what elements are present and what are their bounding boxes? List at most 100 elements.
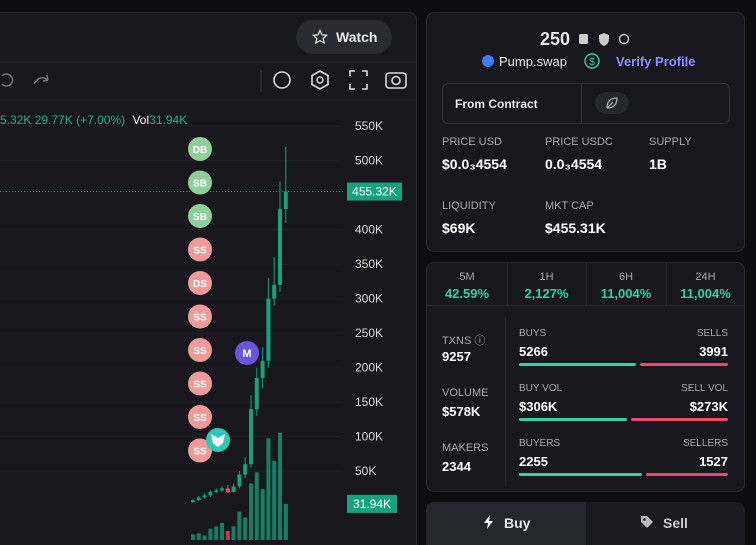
- candle-body: [191, 500, 195, 503]
- stat-value: 1B: [649, 156, 667, 172]
- verify-link[interactable]: Verify Profile: [616, 54, 696, 69]
- stat-label: SUPPLY: [649, 136, 692, 148]
- redo-icon[interactable]: [33, 74, 49, 85]
- period-value[interactable]: 42.59%: [444, 286, 490, 301]
- volume-bar: [278, 432, 282, 540]
- trade-marker-label: SS: [193, 380, 207, 391]
- trade-marker-label: SS: [193, 413, 207, 424]
- period-value[interactable]: 11,004%: [600, 286, 652, 301]
- volume-bar: [283, 503, 288, 540]
- stat-value: $455.31K: [545, 220, 606, 236]
- candle-body: [202, 495, 207, 498]
- volume-bar: [260, 489, 265, 540]
- volume-bar: [202, 535, 207, 540]
- trade-marker: [188, 137, 212, 161]
- star-icon: [312, 29, 328, 45]
- volume-bar: [266, 438, 271, 540]
- info-icon[interactable]: ⓘ: [471, 335, 486, 347]
- period-label[interactable]: 24H: [695, 271, 716, 283]
- chart: 550K 500K 400K 350K 300K 250K 200K 150K 100K 50K 4…: [0, 61, 416, 540]
- volume-bar: [214, 526, 219, 540]
- draw-icon[interactable]: [273, 71, 291, 89]
- sell-label: Sell: [663, 515, 688, 531]
- buy-label: BUYS: [519, 328, 547, 339]
- contract-box: From Contract: [442, 83, 730, 124]
- trade-marker-label: DB: [193, 145, 207, 156]
- stat-label: PRICE USDC: [545, 136, 613, 148]
- y-tick-label: 500K: [355, 154, 383, 168]
- stat-value: 0.0₃4554: [545, 156, 603, 172]
- candle-body: [272, 284, 277, 299]
- dev-marker: [235, 341, 259, 365]
- candle-body: [208, 491, 213, 496]
- watch-button[interactable]: Watch: [296, 20, 392, 54]
- candle-body: [214, 490, 219, 492]
- volume-bar: [249, 483, 253, 540]
- legend-change: (+7.00%): [76, 113, 126, 127]
- trade-marker: [188, 371, 212, 396]
- buy-tab[interactable]: Buy: [426, 502, 586, 545]
- trade-marker: [188, 237, 212, 262]
- y-tick-label: 150K: [355, 395, 383, 409]
- legend-vol-label: Vol: [132, 113, 150, 127]
- trade-marker-label: SS: [193, 246, 207, 257]
- sell-value: 1527: [699, 454, 728, 469]
- buy-value: 2255: [519, 454, 548, 469]
- activity-label: TXNS ⓘ: [442, 335, 486, 347]
- leaf-button[interactable]: [595, 92, 629, 114]
- activity-label: MAKERS: [442, 442, 489, 454]
- sell-value: 3991: [699, 344, 728, 359]
- fullscreen-icon[interactable]: [349, 70, 368, 90]
- buy-ratio-bar: [519, 473, 642, 476]
- volume-bar: [231, 526, 236, 540]
- dex-icon: [482, 55, 494, 67]
- y-tick-label: 200K: [355, 361, 383, 375]
- y-tick-label: 50K: [355, 464, 376, 478]
- activity-value: 2344: [442, 459, 471, 474]
- y-tick-label: 550K: [355, 119, 383, 133]
- period-label[interactable]: 1H: [539, 271, 554, 283]
- volume-bar: [272, 460, 277, 540]
- trade-marker-label: SB: [193, 179, 207, 190]
- period-value[interactable]: 2,127%: [524, 286, 569, 301]
- dex-name[interactable]: Pump.swap: [499, 54, 567, 69]
- buy-label: BUYERS: [519, 438, 561, 449]
- volume-bar: [208, 528, 213, 540]
- sell-label: SELLS: [696, 328, 728, 339]
- sell-label: SELLERS: [682, 438, 728, 449]
- indicator-icon[interactable]: [311, 70, 329, 90]
- volume-bar: [225, 530, 230, 540]
- period-label[interactable]: 6H: [618, 271, 634, 283]
- sell-ratio-bar: [631, 418, 728, 421]
- token-icons[interactable]: [577, 31, 637, 47]
- stat-value: $0.0₃4554: [442, 156, 507, 172]
- volume-bar: [220, 523, 224, 540]
- sell-tab[interactable]: Sell: [586, 502, 745, 545]
- period-label[interactable]: 5M: [459, 271, 475, 283]
- period-value[interactable]: 11,004%: [680, 286, 731, 301]
- trade-marker-label: DS: [193, 279, 207, 290]
- screenshot-icon[interactable]: [385, 72, 407, 89]
- sell-value: $273K: [689, 399, 728, 414]
- y-tick-label: 100K: [355, 430, 383, 444]
- volume-bar: [196, 533, 201, 540]
- candle-body: [237, 474, 242, 487]
- divider: [581, 84, 582, 123]
- price-label: 455.32K: [352, 185, 397, 199]
- contract-label: From Contract: [455, 97, 538, 111]
- stat-value: $69K: [442, 220, 476, 236]
- trade-marker: [188, 338, 212, 362]
- indicator-icon-dot: [316, 76, 324, 84]
- divider: [586, 263, 587, 305]
- undo-icon[interactable]: [1, 73, 14, 87]
- dollar-icon: $: [584, 53, 600, 69]
- sell-label: SELL VOL: [681, 383, 728, 394]
- activity-value: 9257: [442, 349, 471, 364]
- activity-card: 5M 42.59% 1H 2,127% 6H 11,004% 24H 11,004% TXNS…: [426, 262, 745, 492]
- stat-label: LIQUIDITY: [442, 200, 496, 212]
- trade-marker: [188, 170, 212, 195]
- sell-ratio-bar: [639, 363, 728, 366]
- price-label-bg: [347, 182, 402, 201]
- trade-marker-label: SS: [193, 447, 207, 458]
